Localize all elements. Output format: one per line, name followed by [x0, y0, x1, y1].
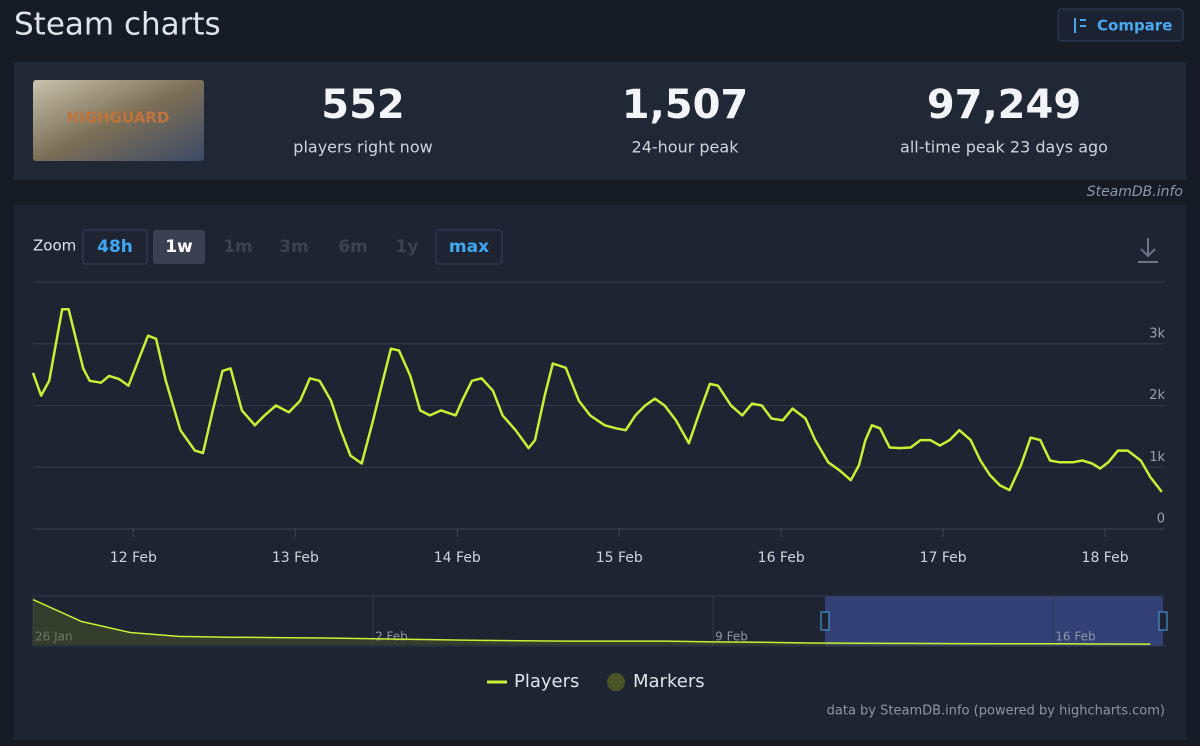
x-tick-label: 17 Feb: [920, 550, 967, 566]
zoom-button: [82, 229, 148, 265]
x-tick-label: 14 Feb: [434, 550, 481, 566]
x-tick-label: 13 Feb: [272, 550, 319, 566]
navigator-selection[interactable]: [825, 596, 1163, 646]
stat-label: 24-hour peak: [632, 138, 740, 157]
stat-label: all-time peak 23 days ago: [900, 138, 1108, 157]
compare-icon: [1074, 18, 1086, 33]
navigator-tick-label: 9 Feb: [715, 630, 748, 644]
navigator-handle[interactable]: [820, 611, 830, 631]
legend-label[interactable]: Players: [514, 671, 579, 692]
page-title: Steam charts: [14, 7, 221, 43]
zoom-button: [435, 229, 503, 265]
game-thumbnail[interactable]: [33, 80, 204, 161]
compare-button[interactable]: [1057, 8, 1184, 42]
chart-panel: [14, 205, 1186, 740]
zoom-option[interactable]: 1y: [396, 237, 419, 257]
y-tick-label: 1k: [1149, 450, 1165, 465]
credit-top: SteamDB.info: [1087, 184, 1183, 200]
stat-value: 1,507: [622, 82, 749, 128]
stats-panel: [14, 62, 1186, 180]
y-tick-label: 2k: [1149, 388, 1165, 403]
stat-value: 552: [321, 82, 405, 128]
stat-value: 97,249: [927, 82, 1081, 128]
stat-label: players right now: [293, 138, 432, 157]
y-tick-label: 0: [1157, 512, 1165, 527]
footer-credit: data by SteamDB.info (powered by highcha…: [827, 704, 1165, 719]
zoom-option[interactable]: 1w: [165, 237, 193, 257]
navigator-handle[interactable]: [1158, 611, 1168, 631]
zoom-button: [153, 230, 205, 264]
navigator-line: [32, 598, 1151, 645]
x-tick-label: 16 Feb: [758, 550, 805, 566]
x-tick-label: 18 Feb: [1082, 550, 1129, 566]
zoom-option[interactable]: 6m: [338, 237, 368, 257]
zoom-option[interactable]: 1m: [223, 237, 253, 257]
y-tick-label: 3k: [1149, 326, 1165, 341]
navigator-tick-label: 16 Feb: [1055, 630, 1095, 644]
zoom-label: Zoom: [33, 237, 76, 255]
zoom-option[interactable]: 48h: [97, 237, 133, 257]
x-tick-label: 15 Feb: [596, 550, 643, 566]
x-tick-label: 12 Feb: [110, 550, 157, 566]
thumbnail-text: HIGHGUARD: [67, 109, 170, 127]
legend-swatch: [607, 673, 625, 691]
navigator-area: [33, 599, 1151, 645]
download-icon[interactable]: [1138, 238, 1158, 263]
players-line: [31, 307, 1163, 493]
compare-label[interactable]: Compare: [1097, 17, 1172, 35]
zoom-option[interactable]: max: [449, 237, 489, 257]
zoom-option[interactable]: 3m: [279, 237, 309, 257]
legend-label[interactable]: Markers: [633, 671, 705, 692]
